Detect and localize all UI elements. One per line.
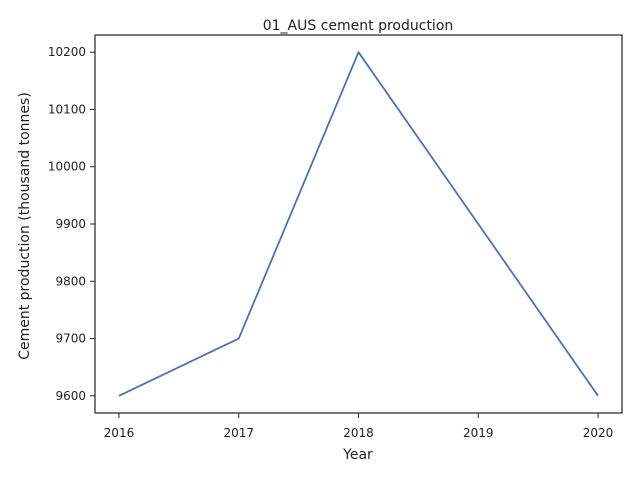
- y-tick-label: 10200: [48, 45, 86, 59]
- x-tick-label: 2017: [223, 426, 254, 440]
- y-tick-label: 9800: [55, 274, 86, 288]
- chart-title: 01_AUS cement production: [263, 18, 454, 34]
- y-tick-label: 9900: [55, 217, 86, 231]
- y-tick-label: 9700: [55, 332, 86, 346]
- x-axis-label: Year: [342, 447, 373, 463]
- x-tick-label: 2018: [343, 426, 374, 440]
- series-layer: [118, 51, 599, 397]
- series-line: [118, 51, 599, 397]
- y-tick-label: 10100: [48, 102, 86, 116]
- x-tick-label: 2020: [583, 426, 614, 440]
- x-axis: 2016 2017 2018 2019 2020: [104, 413, 614, 440]
- plot-frame: [94, 34, 623, 414]
- y-tick-label: 9600: [55, 389, 86, 403]
- y-tick-label: 10000: [48, 160, 86, 174]
- y-axis: 9600 9700 9800 9900 10000 10100 10200: [48, 45, 95, 403]
- x-tick-label: 2016: [104, 426, 135, 440]
- y-axis-label: Cement production (thousand tonnes): [17, 92, 33, 360]
- x-tick-label: 2019: [463, 426, 494, 440]
